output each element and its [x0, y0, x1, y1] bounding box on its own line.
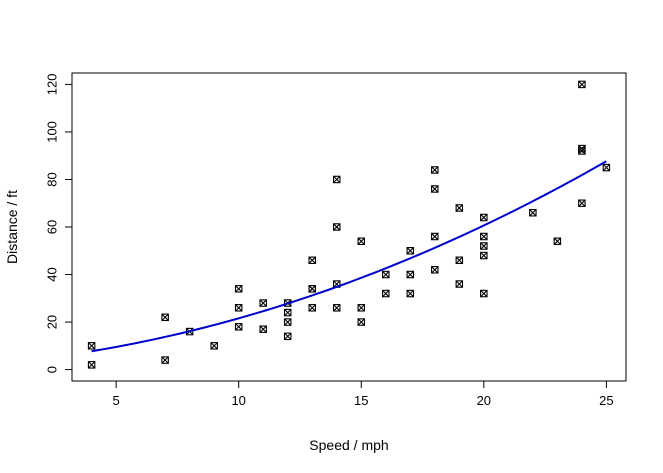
data-points — [87, 80, 611, 369]
y-axis-label: Distance / ft — [4, 190, 20, 264]
data-point — [406, 270, 415, 279]
data-point — [357, 237, 366, 246]
data-point — [332, 223, 341, 231]
data-point — [308, 256, 316, 265]
y-tick-label: 0 — [45, 366, 60, 373]
data-point — [357, 304, 366, 312]
data-point — [553, 237, 562, 246]
x-tick-label: 20 — [477, 393, 491, 408]
data-point — [357, 318, 366, 326]
data-point — [382, 289, 390, 298]
x-tick-label: 10 — [231, 393, 245, 408]
data-point — [161, 356, 169, 364]
y-tick-label: 20 — [45, 315, 60, 329]
data-point — [234, 323, 243, 331]
data-point — [529, 208, 537, 217]
data-point — [406, 289, 415, 298]
fit-curve-layer — [91, 160, 607, 353]
data-point — [431, 166, 439, 174]
data-point — [455, 256, 464, 265]
data-point — [234, 285, 243, 293]
data-point — [259, 325, 267, 333]
data-point — [283, 318, 292, 326]
x-tick-label: 5 — [113, 393, 120, 408]
data-point — [87, 342, 96, 350]
data-point — [431, 232, 439, 241]
data-point — [480, 242, 488, 250]
data-point — [431, 185, 439, 193]
data-point — [480, 232, 488, 241]
data-point — [87, 361, 96, 369]
data-point — [578, 199, 586, 207]
data-point — [161, 313, 169, 322]
data-point — [259, 299, 267, 307]
x-tick-label: 15 — [354, 393, 368, 408]
data-point — [308, 304, 316, 312]
data-point — [210, 342, 218, 350]
x-tick-label: 25 — [599, 393, 613, 408]
data-point — [480, 213, 488, 222]
data-point — [480, 251, 488, 260]
data-point — [332, 175, 341, 184]
y-tick-label: 80 — [45, 172, 60, 186]
data-point — [455, 204, 464, 212]
data-point — [283, 308, 292, 317]
data-point — [406, 247, 415, 255]
data-point — [480, 289, 488, 298]
plot-frame — [71, 72, 627, 382]
data-point — [455, 280, 464, 288]
data-point — [308, 285, 316, 293]
data-point — [382, 270, 390, 279]
y-tick-label: 120 — [45, 74, 60, 96]
x-axis-label: Speed / mph — [309, 437, 388, 453]
data-point — [283, 332, 292, 341]
data-point — [332, 304, 341, 312]
y-tick-label: 60 — [45, 220, 60, 234]
data-point — [578, 144, 586, 153]
data-point — [602, 163, 611, 172]
data-point — [234, 304, 243, 312]
data-point — [431, 266, 439, 274]
data-point — [578, 80, 586, 89]
y-tick-label: 40 — [45, 267, 60, 281]
axes: 5 10 15 20 25 0 20 40 60 80 100 120 — [45, 74, 614, 408]
fit-curve — [91, 160, 607, 353]
y-tick-label: 100 — [45, 121, 60, 143]
